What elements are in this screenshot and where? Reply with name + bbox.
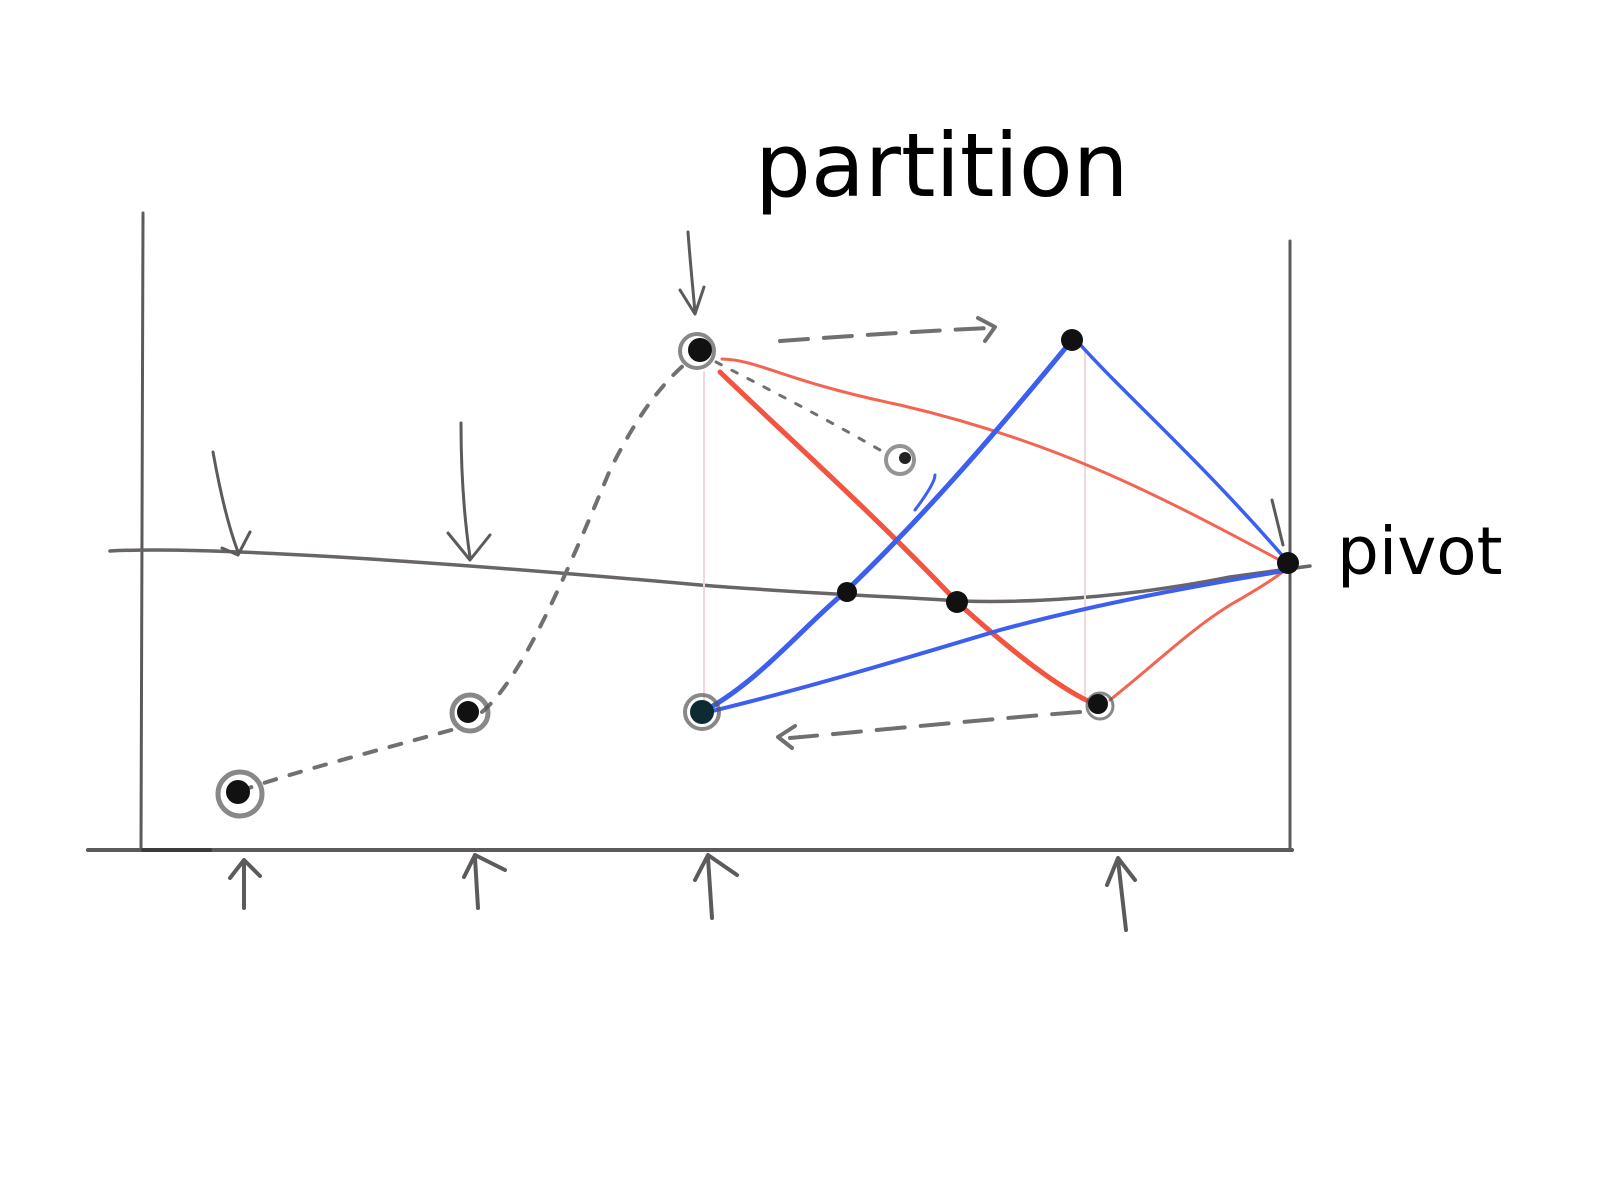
red-line-bottom	[1108, 564, 1292, 702]
dashed-path	[238, 356, 882, 793]
blue-lines	[703, 337, 1292, 714]
swap-arrows	[776, 316, 1082, 750]
blue-line-short	[913, 473, 937, 512]
blue-line-low	[706, 568, 1292, 714]
point-2	[449, 692, 491, 734]
arrow-up-icon-3	[693, 853, 739, 920]
arrow-down-icon-2	[446, 421, 492, 562]
up-arrows	[228, 853, 1137, 932]
dashed-segment-2	[480, 356, 694, 714]
point-8	[946, 591, 968, 613]
point-4	[683, 693, 721, 731]
arrow-up-icon-1	[228, 858, 262, 910]
dashed-segment-1	[238, 725, 464, 793]
down-arrows	[211, 230, 1285, 562]
point-7	[837, 582, 857, 602]
point-5-faded	[884, 444, 916, 476]
y-axis-left	[139, 211, 145, 850]
points	[215, 329, 1299, 819]
arrow-down-icon-1	[211, 450, 252, 557]
dashed-arrow-icon-top	[778, 326, 992, 343]
arrow-up-icon-4	[1105, 856, 1137, 932]
point-9	[1085, 691, 1115, 721]
red-line-top	[720, 357, 1287, 565]
pivot-point	[1277, 552, 1299, 574]
pivot-level-line	[108, 548, 1312, 604]
dashed-arrow-icon-bottom	[788, 710, 1082, 740]
point-1	[215, 769, 265, 819]
arrowhead-top	[976, 316, 997, 343]
dashed-segment-3	[714, 360, 882, 452]
arrow-down-icon-4	[1270, 498, 1285, 547]
arrow-up-icon-2	[462, 853, 507, 910]
red-lines	[717, 357, 1292, 708]
arrow-down-icon-3	[678, 230, 706, 316]
faint-guides	[703, 351, 1086, 705]
pivot-label: pivot	[1337, 513, 1503, 590]
blue-line-down	[1076, 340, 1290, 564]
red-line-diagonal	[717, 369, 1100, 708]
arrowhead-bottom	[776, 724, 797, 750]
point-6	[1061, 329, 1083, 351]
diagram-title: partition	[755, 114, 1128, 217]
blue-line-rise	[703, 337, 1075, 713]
point-3	[678, 332, 716, 370]
frame	[86, 211, 1294, 852]
